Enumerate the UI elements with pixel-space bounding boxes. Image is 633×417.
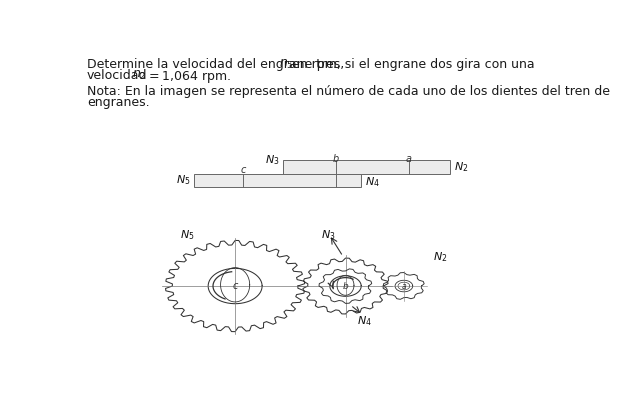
Text: $N_2$: $N_2$ bbox=[434, 250, 448, 264]
Text: engranes.: engranes. bbox=[87, 95, 149, 109]
Text: a: a bbox=[401, 281, 406, 291]
Text: b: b bbox=[342, 281, 348, 291]
Text: $N_2$: $N_2$ bbox=[454, 160, 468, 174]
Text: Nota: En la imagen se representa el número de cada uno de los dientes del tren d: Nota: En la imagen se representa el núme… bbox=[87, 85, 610, 98]
Text: b: b bbox=[333, 153, 339, 163]
Text: $N_4$: $N_4$ bbox=[365, 175, 380, 189]
Bar bbox=[194, 173, 361, 187]
Text: $N_5$: $N_5$ bbox=[176, 173, 191, 187]
Text: a: a bbox=[406, 153, 412, 163]
Text: $N_3$: $N_3$ bbox=[321, 228, 335, 241]
Text: $n_5$: $n_5$ bbox=[279, 58, 294, 71]
Text: en rpm, si el engrane dos gira con una: en rpm, si el engrane dos gira con una bbox=[292, 58, 534, 71]
Text: $n_2$: $n_2$ bbox=[132, 69, 147, 83]
Text: velocidad: velocidad bbox=[87, 69, 147, 82]
Text: c: c bbox=[232, 281, 238, 291]
Bar bbox=[283, 160, 449, 173]
Text: $= 1{,}064$ rpm.: $= 1{,}064$ rpm. bbox=[146, 69, 231, 85]
Text: $N_4$: $N_4$ bbox=[357, 314, 372, 328]
Text: $N_5$: $N_5$ bbox=[180, 228, 194, 241]
Text: Determine la velocidad del engrane tres,: Determine la velocidad del engrane tres, bbox=[87, 58, 344, 71]
Text: $N_3$: $N_3$ bbox=[265, 153, 279, 167]
Text: c: c bbox=[241, 165, 246, 175]
